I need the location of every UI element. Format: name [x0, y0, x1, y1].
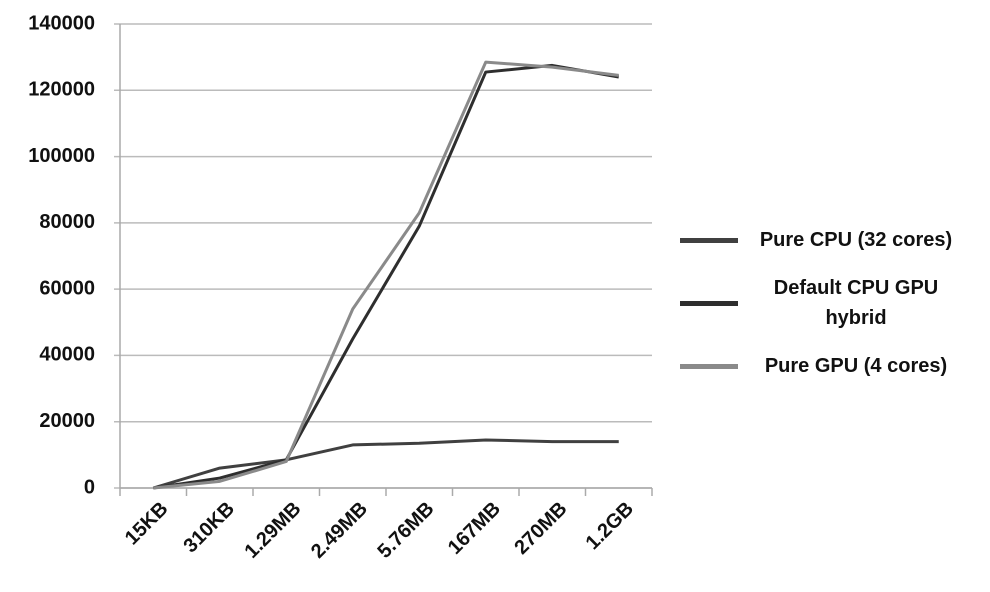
- x-tick-label: 15KB: [121, 498, 173, 550]
- x-tick-label: 270MB: [510, 498, 571, 559]
- legend-swatch: [680, 237, 738, 243]
- data-line: [153, 63, 620, 490]
- y-tick-label: 140000: [28, 12, 95, 34]
- x-tick-label: 2.49MB: [307, 498, 372, 563]
- y-tick-label: 120000: [28, 79, 95, 101]
- x-tick-label: 5.76MB: [373, 498, 438, 563]
- y-tick-label: 80000: [39, 211, 95, 233]
- legend-swatch: [680, 300, 738, 306]
- legend-label: Default CPU GPU hybrid: [773, 277, 939, 329]
- x-tick-label: 310KB: [179, 498, 239, 558]
- y-tick-label: 40000: [39, 344, 95, 366]
- legend-label: Pure CPU (32 cores): [759, 229, 953, 251]
- y-tick-label: 0: [84, 476, 95, 498]
- y-tick-label: 20000: [39, 410, 95, 432]
- legend: Pure CPU (32 cores) Default CPU GPU hybri…: [680, 225, 990, 399]
- legend-item: Pure CPU (32 cores): [680, 225, 990, 255]
- x-tick-label: 167MB: [444, 498, 505, 559]
- x-tick-label: 1.2GB: [582, 498, 638, 554]
- chart: 0 20000 40000 60000 80000 100000 120000 140000 1…: [28, 12, 653, 563]
- legend-item: Pure GPU (4 cores): [680, 351, 990, 381]
- y-tick-label: 100000: [28, 145, 95, 167]
- legend-item: Default CPU GPU hybrid: [680, 273, 990, 333]
- data-line: [153, 60, 619, 490]
- legend-label: Pure GPU (4 cores): [764, 355, 948, 377]
- data-line: [152, 438, 619, 490]
- x-tick-label: 1.29MB: [240, 498, 305, 563]
- y-tick-label: 60000: [39, 277, 95, 299]
- legend-swatch: [680, 363, 738, 369]
